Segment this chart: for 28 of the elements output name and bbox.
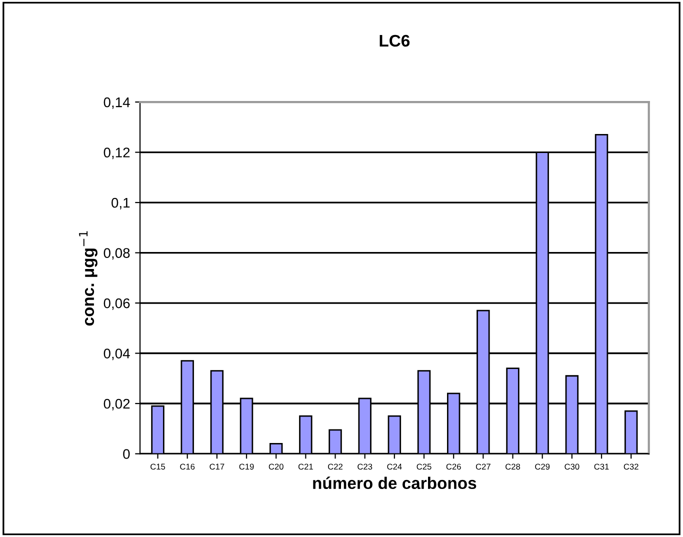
x-tick-label: C29 bbox=[535, 464, 550, 470]
x-axis-title: número de carbonos bbox=[313, 476, 476, 490]
x-tick-label: C21 bbox=[298, 464, 313, 470]
x-tick-label: C15 bbox=[150, 464, 166, 470]
x-tick-label: C26 bbox=[446, 464, 461, 470]
y-tick-label: 0,12 bbox=[104, 148, 130, 160]
chart-title: LC6 bbox=[380, 34, 410, 47]
x-tick-label: C16 bbox=[180, 464, 195, 470]
x-tick-label: C28 bbox=[506, 464, 520, 470]
x-tick-label: C20 bbox=[268, 464, 284, 470]
x-tick-label: C27 bbox=[476, 464, 490, 470]
x-tick-label: C32 bbox=[624, 464, 638, 470]
x-tick-label: C30 bbox=[564, 464, 580, 470]
y-tick-label: 0,1 bbox=[112, 198, 130, 210]
y-tick-label: 0,04 bbox=[104, 348, 130, 360]
x-tick-label: C31 bbox=[594, 464, 609, 470]
y-tick-label: 0,06 bbox=[104, 298, 130, 310]
x-tick-label: C22 bbox=[328, 464, 342, 470]
x-tick-label: C17 bbox=[210, 464, 224, 470]
y-tick-label: 0,14 bbox=[104, 97, 130, 109]
x-tick-label: C24 bbox=[387, 464, 402, 470]
x-tick-label: C25 bbox=[416, 464, 432, 470]
x-tick-label: C19 bbox=[239, 464, 254, 470]
y-tick-label: 0 bbox=[123, 449, 130, 459]
y-tick-label: 0,02 bbox=[104, 398, 130, 410]
x-tick-label: C23 bbox=[358, 464, 372, 470]
y-axis-title: conc. μgg$^{−1}$ bbox=[79, 231, 98, 326]
y-tick-label: 0,08 bbox=[104, 248, 130, 260]
